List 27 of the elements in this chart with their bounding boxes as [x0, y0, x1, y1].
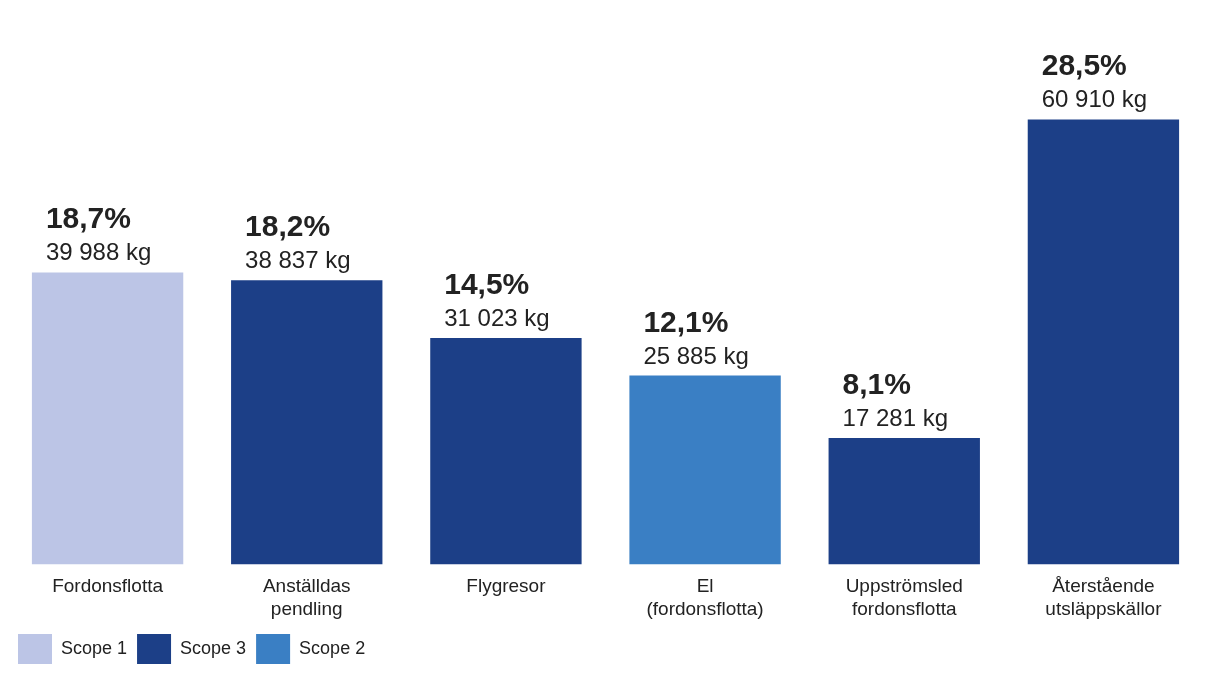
bar [629, 375, 781, 565]
x-tick-label: El (fordonsflotta) [646, 575, 764, 619]
bar [231, 280, 383, 565]
bar [1027, 119, 1180, 565]
legend-label: Scope 1 [61, 637, 128, 658]
legend-label: Scope 2 [299, 637, 366, 658]
annotation: 25 885 kg [643, 341, 749, 369]
x-tick-label: Uppströmsled fordonsflotta [845, 575, 963, 619]
annotation: 60 910 kg [1041, 85, 1148, 113]
annotation: 39 988 kg [45, 238, 152, 266]
bar [430, 338, 582, 565]
data-label: 8,1% [842, 366, 911, 400]
annotation: 17 281 kg [842, 403, 948, 431]
x-tick-label: Flygresor [466, 575, 547, 597]
data-label: 12,1% [643, 304, 729, 338]
data-label: 28,5% [1041, 48, 1127, 82]
bar [828, 437, 980, 565]
annotation: 38 837 kg [245, 246, 351, 274]
x-tick-label: Fordonsflotta [52, 575, 164, 597]
data-label: 18,2% [245, 209, 331, 243]
data-label: 18,7% [45, 201, 131, 235]
x-tick-label: Återstående utsläppskällor [1045, 575, 1163, 619]
legend-label: Scope 3 [180, 637, 247, 658]
data-label: 14,5% [444, 267, 530, 301]
x-tick-label: Anställdas pendling [262, 575, 351, 619]
annotation: 31 023 kg [444, 304, 550, 332]
bar [31, 272, 184, 565]
